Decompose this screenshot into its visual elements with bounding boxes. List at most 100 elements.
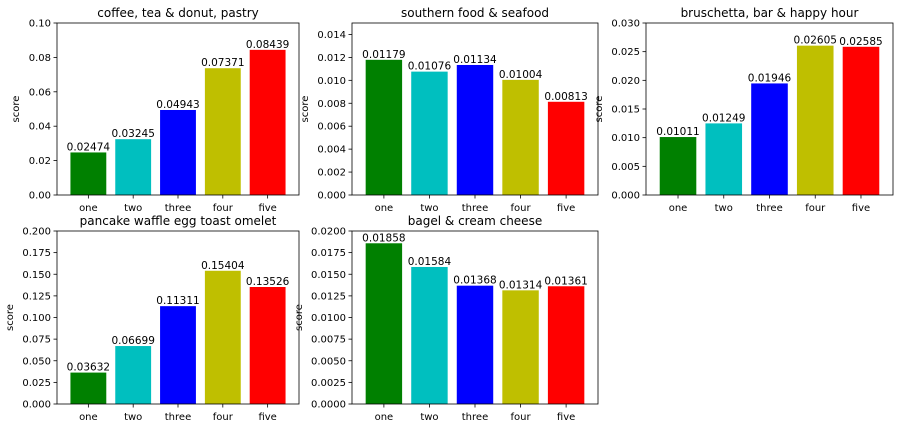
subplot-5: 0.01858 one 0.01584 two 0.01368 three 0.01314 f… (294, 214, 599, 423)
bar-value-label: 0.02605 (794, 35, 837, 47)
x-tick-label: three (462, 412, 488, 423)
y-tick-label: 0.0050 (311, 356, 346, 367)
x-tick-label: one (669, 203, 688, 214)
y-tick-label: 0.06 (29, 87, 51, 98)
y-tick-label: 0.000 (611, 191, 640, 202)
y-tick-label: 0.014 (317, 30, 346, 41)
bar-value-label: 0.13526 (246, 276, 290, 288)
bar-three (160, 306, 196, 404)
x-tick-label: three (165, 203, 191, 214)
bar-value-label: 0.11311 (156, 295, 199, 307)
y-tick-label: 0.006 (317, 122, 346, 133)
y-tick-label: 0.02 (29, 156, 51, 167)
y-tick-label: 0.0100 (311, 313, 346, 324)
y-tick-label: 0.012 (317, 53, 346, 64)
bar-value-label: 0.01584 (408, 256, 452, 268)
bar-value-label: 0.02474 (67, 141, 111, 153)
bar-value-label: 0.03632 (67, 362, 110, 374)
bar-two (115, 139, 152, 195)
x-tick-label: two (715, 203, 733, 214)
chart-title: pancake waffle egg toast omelet (80, 214, 277, 228)
y-tick-label: 0.175 (22, 248, 51, 259)
bar-value-label: 0.01004 (499, 69, 543, 81)
subplot-1: 0.02474 one 0.03245 two 0.04943 three 0.07371 f… (11, 6, 300, 214)
y-tick-label: 0.025 (611, 47, 640, 58)
x-tick-label: three (462, 203, 488, 214)
x-tick-label: four (511, 203, 532, 214)
y-tick-label: 0.125 (22, 291, 51, 302)
x-tick-label: three (165, 412, 191, 423)
bar-four (502, 290, 539, 404)
bar-one (365, 59, 403, 196)
bar-value-label: 0.00813 (544, 91, 587, 103)
bar-five (249, 49, 286, 195)
bar-four (204, 68, 241, 195)
bar-value-label: 0.01858 (362, 232, 405, 244)
y-axis-label: score (5, 304, 16, 331)
x-tick-label: two (420, 203, 438, 214)
bar-value-label: 0.08439 (246, 39, 289, 51)
bar-one (70, 372, 107, 404)
axes-frame (56, 22, 300, 196)
bar-four (796, 45, 834, 196)
y-tick-label: 0.0025 (311, 378, 346, 389)
subplot-3: 0.01011 one 0.01249 two 0.01946 three 0.02605 f… (594, 6, 894, 214)
axes-frame (56, 230, 300, 405)
x-tick-label: two (124, 412, 142, 423)
y-tick-label: 0.0075 (311, 335, 346, 346)
subplot-2: 0.01179 one 0.01076 two 0.01134 three 0.01004 f… (300, 6, 599, 214)
x-tick-label: four (213, 412, 234, 423)
bar-three (456, 285, 494, 404)
y-tick-label: 0.030 (611, 19, 640, 30)
axes-frame (351, 230, 599, 405)
y-tick-label: 0.010 (611, 133, 640, 144)
bar-three (751, 83, 788, 195)
y-tick-label: 0.0150 (311, 270, 346, 281)
x-tick-label: five (557, 412, 575, 423)
x-tick-label: one (375, 203, 394, 214)
y-tick-label: 0.0175 (311, 248, 346, 259)
x-tick-label: one (79, 412, 98, 423)
bar-one (365, 243, 403, 404)
x-tick-label: two (420, 412, 438, 423)
y-tick-label: 0.015 (611, 105, 640, 116)
x-tick-label: two (124, 203, 142, 214)
axes-frame (351, 22, 599, 196)
subplot-4: 0.03632 one 0.06699 two 0.11311 three 0.15404 f… (5, 214, 300, 423)
y-tick-label: 0.0125 (311, 291, 346, 302)
chart-title: coffee, tea & donut, pastry (97, 6, 259, 20)
y-tick-label: 0.050 (22, 356, 51, 367)
bar-value-label: 0.01011 (656, 126, 699, 138)
bar-value-label: 0.01946 (748, 72, 792, 84)
axes-frame (645, 22, 894, 196)
bar-value-label: 0.04943 (156, 99, 199, 111)
bar-five (249, 287, 286, 404)
bar-two (411, 71, 448, 195)
bar-four (204, 270, 241, 404)
y-tick-label: 0.0200 (311, 227, 346, 238)
x-tick-label: five (258, 412, 276, 423)
x-tick-label: five (258, 203, 276, 214)
bar-value-label: 0.06699 (111, 335, 154, 347)
bar-two (115, 346, 152, 404)
x-tick-label: four (511, 412, 532, 423)
bar-five (547, 101, 585, 195)
bar-value-label: 0.07371 (201, 57, 244, 69)
y-tick-label: 0.100 (22, 313, 51, 324)
bar-value-label: 0.01368 (453, 275, 496, 287)
bar-one (659, 137, 697, 195)
x-tick-label: five (557, 203, 575, 214)
y-tick-label: 0.010 (317, 76, 346, 87)
y-tick-label: 0.00 (29, 191, 51, 202)
bar-value-label: 0.03245 (111, 128, 154, 140)
bar-value-label: 0.01314 (499, 279, 543, 291)
y-axis-label: score (300, 96, 311, 123)
bar-two (411, 266, 448, 404)
y-tick-label: 0.0000 (311, 400, 346, 411)
bar-value-label: 0.15404 (201, 260, 245, 272)
bar-five (547, 286, 585, 404)
bar-three (456, 64, 494, 195)
y-tick-label: 0.08 (29, 53, 51, 64)
y-tick-label: 0.025 (22, 378, 51, 389)
